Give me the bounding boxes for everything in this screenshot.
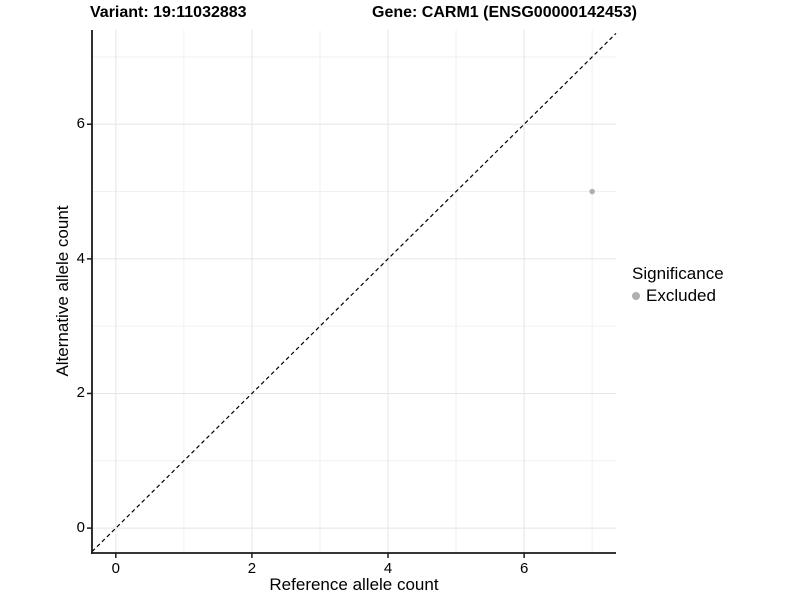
legend: Significance Excluded: [632, 264, 724, 306]
plot-title-variant: Variant: 19:11032883: [90, 4, 247, 21]
y-tick-label: 6: [76, 115, 85, 133]
legend-point-icon: [632, 292, 640, 300]
y-tick-label: 2: [76, 384, 85, 402]
x-tick-label: 4: [383, 560, 393, 577]
data-point: [589, 188, 595, 195]
plot-title-gene: Gene: CARM1 (ENSG00000142453): [372, 4, 638, 21]
x-axis-title: Reference allele count: [269, 575, 439, 594]
y-tick-label: 0: [76, 519, 85, 537]
legend-item-excluded: Excluded: [632, 286, 724, 306]
legend-item-label: Excluded: [646, 286, 716, 305]
y-tick-label: 4: [76, 249, 85, 267]
identity-line: [91, 32, 617, 553]
x-tick-label: 6: [519, 560, 529, 577]
x-tick-label: 0: [111, 560, 120, 577]
legend-title: Significance: [632, 264, 724, 283]
x-tick-label: 2: [247, 560, 257, 577]
